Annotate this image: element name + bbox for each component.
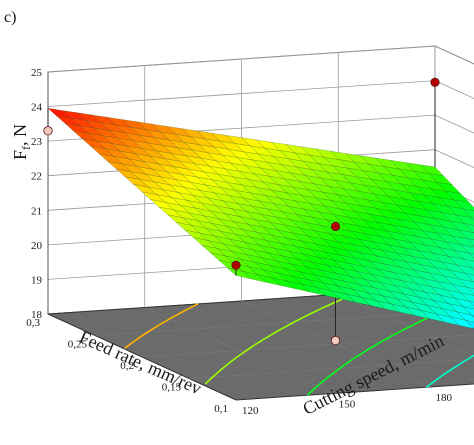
panel-label: c) [4, 9, 16, 26]
z-tick-label: 22 [31, 171, 42, 183]
z-tick-label: 25 [31, 67, 43, 79]
design-point [232, 261, 240, 269]
design-point [331, 336, 339, 344]
design-point [44, 127, 52, 135]
design-point [431, 78, 439, 86]
y-tick-label: 0,1 [214, 403, 228, 415]
z-tick-label: 21 [31, 205, 42, 217]
x-tick-label: 120 [242, 405, 259, 417]
design-point [331, 222, 339, 230]
z-axis-title-main: F [10, 150, 30, 160]
z-axis-title-unit: , N [10, 124, 30, 146]
z-tick-label: 19 [31, 274, 43, 286]
y-tick-label: 0,3 [26, 317, 40, 329]
z-tick-label: 20 [31, 240, 43, 252]
x-tick-label: 180 [436, 392, 453, 404]
z-axis-title: Ff, N [10, 124, 33, 160]
z-tick-label: 24 [31, 102, 43, 114]
